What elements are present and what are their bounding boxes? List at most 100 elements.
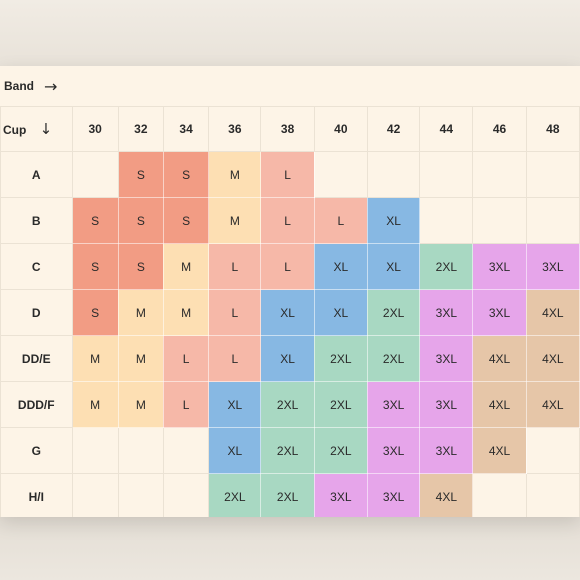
cup-row: D S M M L XL XL 2XL 3XL 3XL 4XL [0,289,580,336]
size-cell: L [208,243,262,290]
band-header-row: Band → [0,66,580,107]
arrow-down-icon: ↓ [39,120,53,138]
cup-size-label: H/I [0,473,73,517]
cup-row: G XL 2XL 2XL 3XL 3XL 4XL [0,427,580,474]
size-cell [162,473,210,517]
size-cell: 3XL [366,381,421,428]
size-cell [366,151,421,198]
size-cell: 2XL [419,243,474,290]
size-cell: 4XL [525,335,580,382]
size-cell: XL [313,289,368,336]
band-size-header: 40 [313,106,368,152]
size-cell [525,473,580,517]
size-cell [472,473,527,517]
size-cell [525,427,580,474]
cup-row: DD/E M M L L XL 2XL 2XL 3XL 4XL 4XL [0,335,580,382]
size-cell: 2XL [313,335,368,382]
size-cell: 3XL [419,289,474,336]
cup-size-label: A [0,151,73,198]
cup-header: Cup ↓ [0,106,73,152]
band-size-header: 48 [525,106,580,152]
size-cell: L [162,381,210,428]
cup-size-label: DDD/F [0,381,73,428]
size-cell [419,197,474,244]
size-cell: 3XL [472,289,527,336]
cup-row: B S S S M L L XL [0,197,580,244]
size-cell: M [117,335,164,382]
cup-label: Cup [3,123,27,137]
size-cell: XL [208,381,262,428]
size-cell [71,151,119,198]
band-size-header: 38 [260,106,315,152]
size-cell: 3XL [313,473,368,517]
size-cell [71,473,119,517]
size-cell: S [117,243,164,290]
size-cell: L [208,335,262,382]
size-cell: 2XL [366,335,421,382]
size-cell: 3XL [419,427,474,474]
size-cell: XL [366,197,421,244]
size-cell: S [71,289,119,336]
band-label: Band [4,79,34,93]
size-cell: 3XL [525,243,580,290]
size-cell [117,427,164,474]
size-cell: XL [208,427,262,474]
arrow-right-icon: → [44,76,58,96]
size-cell: 2XL [260,381,315,428]
size-cell: 3XL [419,381,474,428]
size-cell: 4XL [472,427,527,474]
size-cell: M [208,151,262,198]
band-size-header: 44 [419,106,474,152]
size-cell [525,151,580,198]
cup-size-label: B [0,197,73,244]
band-size-header: 34 [162,106,210,152]
band-size-header: 42 [366,106,421,152]
size-cell: S [162,151,210,198]
background-top [0,0,580,66]
size-cell [419,151,474,198]
size-cell: S [162,197,210,244]
size-cell: 4XL [472,335,527,382]
band-size-header: 36 [208,106,262,152]
size-cell: M [162,243,210,290]
size-cell: L [260,151,315,198]
size-cell: 2XL [366,289,421,336]
band-size-header: 46 [472,106,527,152]
size-cell: L [162,335,210,382]
cup-row: H/I 2XL 2XL 3XL 3XL 4XL [0,473,580,517]
size-cell: L [313,197,368,244]
cup-row: DDD/F M M L XL 2XL 2XL 3XL 3XL 4XL 4XL [0,381,580,428]
size-cell [71,427,119,474]
cup-size-label: C [0,243,73,290]
band-size-header: 32 [117,106,164,152]
size-cell: S [117,197,164,244]
size-cell: 2XL [260,473,315,517]
size-cell: M [162,289,210,336]
size-cell: 2XL [260,427,315,474]
size-cell: L [260,243,315,290]
size-cell [472,197,527,244]
size-cell: 2XL [313,381,368,428]
cup-row: C S S M L L XL XL 2XL 3XL 3XL [0,243,580,290]
grid-body: A S S M L B S S S M L L XL C S S M L L XL XL 2XL 3XL 3XL D S M M L XL… [0,151,580,517]
size-cell: M [208,197,262,244]
cup-size-label: DD/E [0,335,73,382]
cup-size-label: G [0,427,73,474]
size-cell: S [71,243,119,290]
size-cell: 2XL [313,427,368,474]
size-cell [117,473,164,517]
size-cell: XL [313,243,368,290]
size-cell: M [117,289,164,336]
size-cell: M [71,335,119,382]
size-cell: 3XL [472,243,527,290]
size-cell: 4XL [525,289,580,336]
size-cell: 4XL [472,381,527,428]
size-cell: 3XL [366,427,421,474]
size-cell: S [117,151,164,198]
size-cell: 2XL [208,473,262,517]
size-cell: 4XL [525,381,580,428]
size-cell: 3XL [366,473,421,517]
size-cell: M [71,381,119,428]
